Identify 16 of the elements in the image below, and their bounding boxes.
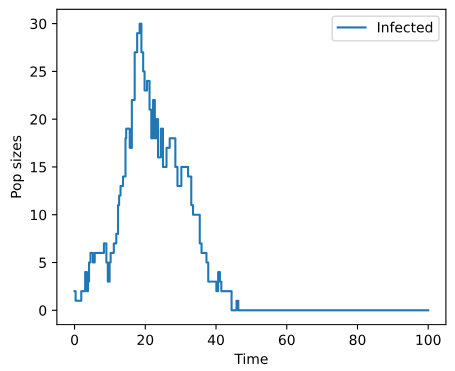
y-tick-label: 0 [39,305,46,316]
y-axis-title: Pop sizes [10,136,24,198]
y-tick-label: 25 [30,66,46,77]
x-tick-label: 80 [350,334,366,346]
x-tick-label: 20 [137,334,154,346]
y-tick-label: 5 [39,258,46,268]
y-tick-label: 15 [31,162,46,172]
y-tick-label: 30 [30,18,46,30]
y-tick-label: 10 [31,210,46,220]
x-axis-title: Time [234,353,268,364]
x-tick-label: 100 [416,334,441,346]
x-tick-label: 40 [208,334,224,346]
y-tick-label: 20 [30,114,46,125]
legend-label: Infected [378,22,432,33]
x-tick-label: 60 [278,334,295,346]
x-tick-label: 0 [71,334,78,346]
